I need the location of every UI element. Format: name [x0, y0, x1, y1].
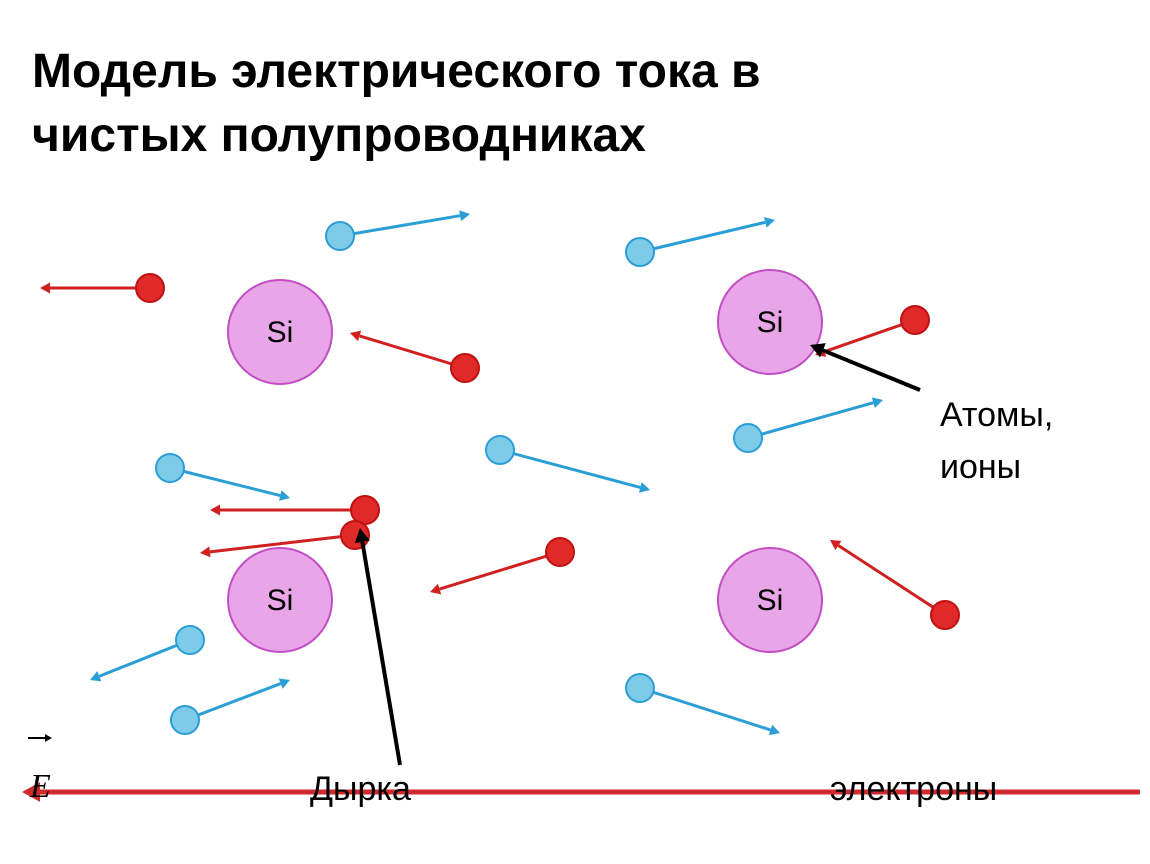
svg-text:Si: Si: [757, 584, 784, 617]
hole-pointer: [355, 528, 400, 765]
electron-arrow-1: [640, 217, 775, 252]
diagram-stage: { "canvas": {"w":1150,"h":864,"bg":"#fff…: [0, 0, 1150, 864]
e-vector-arrow: [28, 734, 52, 742]
electron-arrow-5: [90, 640, 190, 681]
electron-1: [626, 217, 775, 266]
electron-arrow-6: [185, 678, 290, 720]
atoms-ions-pointer: [810, 343, 920, 390]
svg-text:Si: Si: [757, 306, 784, 339]
electron-2: [156, 454, 290, 501]
label-electrons: электроны: [830, 770, 997, 809]
hole-arrow-2: [40, 283, 150, 294]
atom-si-0: Si: [228, 280, 332, 384]
electron-7: [626, 674, 780, 735]
svg-text:Si: Si: [267, 584, 294, 617]
atom-si-1: Si: [718, 270, 822, 374]
label-atoms-ions-1: Атомы,: [940, 396, 1053, 435]
e-field-symbol: E: [30, 768, 51, 806]
electron-arrow-0: [340, 210, 470, 236]
hole-arrow-5: [430, 552, 560, 594]
hole-arrow-0: [350, 331, 465, 368]
electron-4: [734, 397, 883, 452]
svg-text:Si: Si: [267, 316, 294, 349]
electron-3: [486, 436, 650, 493]
hole-arrow-6: [830, 540, 945, 615]
electron-5: [90, 626, 204, 681]
label-atoms-ions-2: ионы: [940, 448, 1021, 487]
hole-0: [350, 331, 479, 382]
label-hole: Дырка: [310, 770, 411, 809]
hole-2: [40, 274, 164, 302]
atom-si-3: Si: [718, 548, 822, 652]
electron-arrow-7: [640, 688, 780, 735]
electron-arrow-4: [748, 397, 883, 438]
hole-1: [815, 306, 929, 357]
hole-5: [430, 538, 574, 594]
electron-0: [326, 210, 470, 250]
electron-arrow-3: [500, 450, 650, 493]
hole-6: [830, 540, 959, 629]
electron-6: [171, 678, 290, 734]
hole-arrow-3: [210, 505, 365, 516]
atom-si-2: Si: [228, 548, 332, 652]
hole-3: [210, 496, 379, 524]
electron-arrow-2: [170, 468, 290, 501]
